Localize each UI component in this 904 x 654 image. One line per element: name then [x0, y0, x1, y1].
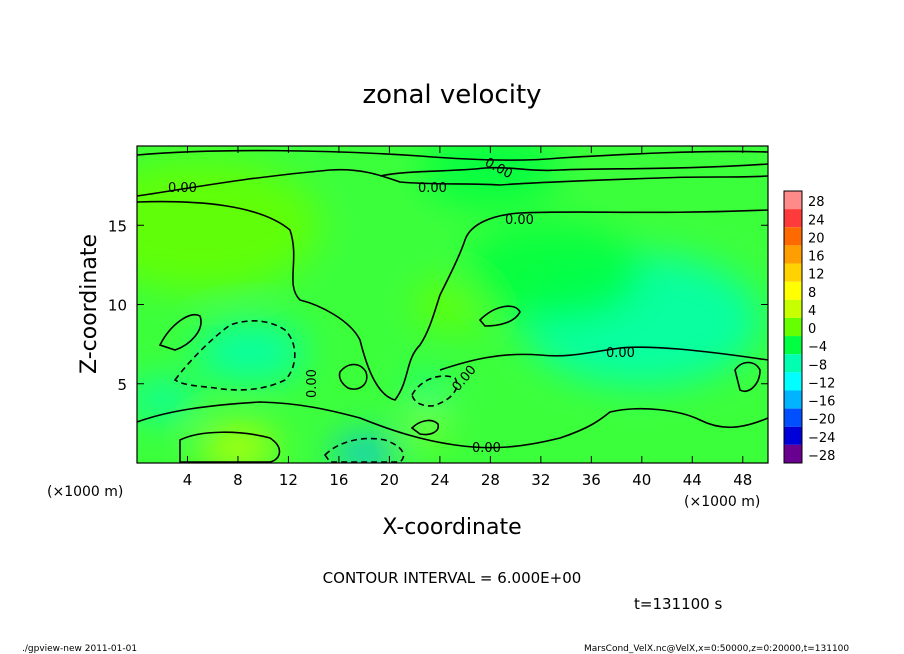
colorbar-label: 20 [808, 231, 825, 246]
contour-pos-loop-mid [410, 419, 440, 436]
y-tick-label: 10 [108, 297, 127, 315]
contour-label-3: 0.00 [505, 213, 534, 228]
contour-neg-loop-left [173, 320, 296, 391]
colorbar-label: 4 [808, 304, 816, 319]
colorbar-swatch [784, 372, 802, 391]
x-tick-label: 44 [683, 471, 702, 489]
x-multiplier-left: (×1000 m) [47, 484, 123, 500]
field-region-cyan-pocket [405, 379, 450, 404]
contour-pos-loop-bottomleft [179, 431, 281, 463]
colorbar-swatch [784, 209, 802, 228]
x-tick-label: 28 [481, 471, 500, 489]
x-axis-label: X-coordinate [382, 515, 521, 540]
colorbar-swatch [784, 299, 802, 318]
contour-zero-mid-right [439, 346, 768, 371]
colorbar-swatch [784, 336, 802, 355]
colorbar-label: −12 [808, 376, 835, 391]
contour-label-5: 0.00 [606, 346, 635, 361]
contour-zero-bottom [137, 401, 768, 449]
colorbar-swatch [784, 227, 802, 246]
colorbar-label: −4 [808, 340, 827, 355]
colorbar-label: 0 [808, 322, 816, 337]
colorbar-swatch [784, 263, 802, 282]
field-region-cyan-left-low [137, 380, 198, 419]
colorbar-swatch [784, 426, 802, 445]
colorbar-label: 24 [808, 213, 825, 228]
y-axis-label: Z-coordinate [77, 234, 102, 374]
plot-area: 0.00 0.00 0.00 0.00 0.00 0.00 0.00 0.00 [137, 146, 768, 463]
colorbar-label: −16 [808, 395, 835, 410]
x-tick-label: 8 [233, 471, 243, 489]
footer-source: MarsCond_VelX.nc@VelX,x=0:50000,z=0:2000… [584, 644, 849, 654]
colorbar-swatch [784, 354, 802, 373]
colorbar-label: 12 [808, 268, 825, 283]
contour-zero-main-right [519, 209, 768, 214]
colorbar-swatch [784, 281, 802, 300]
contour-label-1: 0.00 [168, 181, 197, 196]
colorbar-swatch [784, 191, 802, 210]
field-region-cyan-left [195, 321, 306, 383]
contour-label-2: 0.00 [418, 181, 447, 196]
contour-small-loop-c [478, 305, 521, 327]
x-multiplier-right: (×1000 m) [684, 494, 760, 510]
chart-title: zonal velocity [362, 80, 541, 110]
x-tick-label: 12 [279, 471, 298, 489]
colorbar-label: −28 [808, 449, 835, 464]
contour-zero-main-left [137, 200, 521, 401]
colorbar-swatch [784, 408, 802, 427]
contour-interval-text: CONTOUR INTERVAL = 6.000E+00 [323, 569, 582, 587]
x-tick-label: 24 [430, 471, 449, 489]
colorbar-label: −24 [808, 431, 835, 446]
colorbar-swatch [784, 390, 802, 409]
colorbar-label: −8 [808, 358, 827, 373]
x-tick-label: 16 [329, 471, 348, 489]
footer-program: ./gpview-new 2011-01-01 [22, 644, 137, 654]
y-tick-label: 15 [108, 217, 127, 235]
contour-zero-high [379, 163, 768, 177]
colorbar-frame [783, 190, 803, 464]
contour-neg-loop-pocket [411, 375, 458, 407]
field-region-cyan-mid-right [463, 223, 644, 323]
x-tick-label: 48 [733, 471, 752, 489]
colorbar-swatch [784, 317, 802, 337]
contour-label-7: 0.00 [305, 369, 320, 398]
x-tick-label: 20 [380, 471, 399, 489]
field-region-top-cyan [420, 146, 561, 209]
x-tick-label: 4 [183, 471, 193, 489]
contour-zero-top [137, 149, 768, 161]
contour-small-loop-a [338, 363, 368, 390]
x-tick-label: 36 [582, 471, 601, 489]
contour-small-loop-d [734, 361, 761, 392]
field-region-upper-left-warm [137, 159, 321, 292]
field-region-blue-bottom [334, 436, 395, 463]
colorbar-swatch [784, 444, 802, 463]
colorbar-label: −20 [808, 413, 835, 428]
x-tick-label: 40 [632, 471, 651, 489]
contour-label-6: 0.00 [472, 441, 501, 456]
colorbar-swatch [784, 245, 802, 264]
contour-small-loop-b [158, 313, 202, 351]
colorbar-label: 28 [808, 195, 825, 210]
colorbar: 28 24 20 16 12 8 4 0 −4 −8 −12 −16 −20 −24 −28 [783, 190, 835, 464]
colorbar-label: 8 [808, 286, 816, 301]
x-tick-label: 32 [531, 471, 550, 489]
colorbar-label: 16 [808, 250, 825, 265]
y-tick-label: 5 [117, 376, 127, 394]
contour-neg-loop-bottom [323, 437, 405, 463]
contour-zero-upper [137, 168, 768, 197]
time-text: t=131100 s [634, 595, 722, 613]
